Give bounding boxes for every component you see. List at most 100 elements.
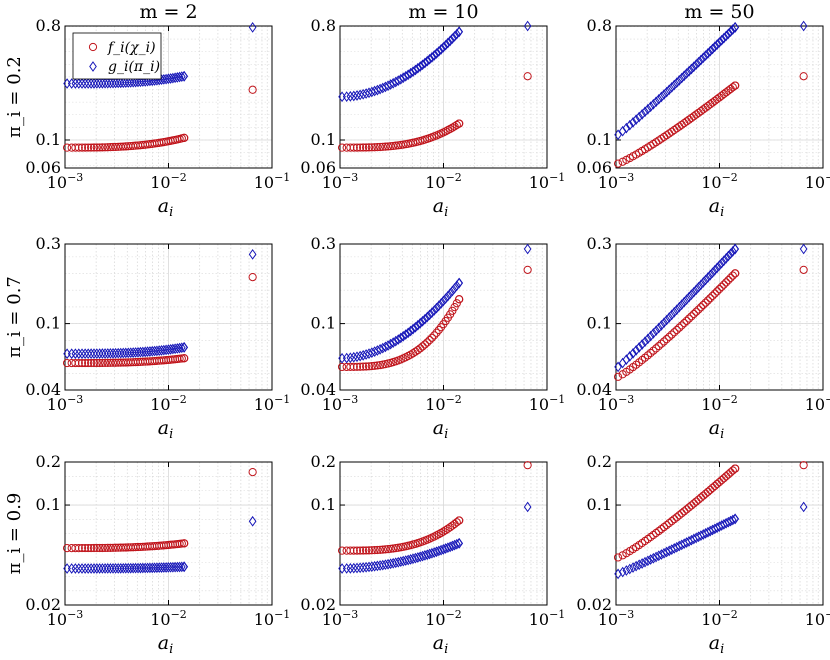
data-point-g <box>441 293 450 304</box>
data-point-f <box>724 470 733 479</box>
data-point-f <box>680 507 689 516</box>
data-point-f <box>367 546 376 555</box>
data-point-g <box>401 70 410 82</box>
data-point-f <box>613 159 623 168</box>
data-point-g <box>652 551 660 563</box>
x-tick-label: 10−1 <box>805 171 830 192</box>
data-point-f <box>455 516 464 525</box>
data-point-f <box>364 362 374 371</box>
data-point-f <box>719 280 728 289</box>
data-point-f <box>726 468 735 477</box>
y-tick-label: 0.04 <box>300 380 336 399</box>
data-point-g <box>665 84 674 96</box>
data-point-g <box>455 26 464 38</box>
data-point-f <box>731 81 740 90</box>
x-tick-label: 10−1 <box>529 171 566 192</box>
data-point-g <box>98 77 107 89</box>
x-tick-label: 10−3 <box>322 171 359 192</box>
x-tick-label: 10−1 <box>254 393 291 414</box>
data-point-f <box>375 360 385 370</box>
data-point-f <box>370 143 379 152</box>
data-point-f <box>799 461 808 470</box>
column-title: m = 50 <box>684 1 754 23</box>
data-point-f <box>100 543 110 553</box>
data-point-f <box>675 122 684 131</box>
data-point-g <box>394 334 403 345</box>
data-point-g <box>359 562 367 573</box>
data-point-f <box>84 358 93 368</box>
data-point-g <box>95 348 104 359</box>
data-point-f <box>726 273 735 282</box>
data-point-f <box>367 143 376 152</box>
data-point-g <box>411 321 420 333</box>
data-point-g <box>625 563 634 575</box>
data-point-f <box>699 300 708 310</box>
data-point-g <box>349 562 358 574</box>
data-point-f <box>651 344 661 353</box>
data-point-g <box>81 348 89 360</box>
data-point-g <box>90 348 98 359</box>
x-tick-label: 10−3 <box>598 393 635 414</box>
data-point-f <box>349 362 358 371</box>
data-point-f <box>77 543 87 553</box>
data-point-g <box>629 117 637 128</box>
data-point-g <box>711 41 719 53</box>
x-tick-label: 10−3 <box>47 393 84 414</box>
data-point-f <box>106 543 115 552</box>
x-tick-label: 10−2 <box>150 171 187 192</box>
data-point-g <box>353 90 361 101</box>
data-point-f <box>672 124 681 133</box>
data-point-g <box>432 546 441 558</box>
chart-panel: 10−3 10−2 10−1 0.04 0.1 0.3 ai <box>25 234 290 442</box>
data-point-f <box>103 358 112 367</box>
data-point-g <box>346 562 355 574</box>
data-point-g <box>644 333 652 345</box>
y-tick-label: 0.1 <box>311 130 336 149</box>
data-point-g <box>697 54 705 66</box>
data-point-g <box>441 543 450 554</box>
x-tick-label: 10−2 <box>150 608 187 629</box>
data-point-g <box>652 96 660 108</box>
data-point-g <box>430 547 439 558</box>
data-point-g <box>114 347 123 359</box>
data-point-f <box>92 543 101 553</box>
data-point-f <box>362 362 371 371</box>
data-point-g <box>71 348 80 360</box>
data-point-f <box>439 527 448 536</box>
data-point-g <box>444 542 452 554</box>
x-tick-label: 10−3 <box>322 393 359 414</box>
data-point-g <box>414 319 422 331</box>
y-tick-label: 0.8 <box>587 16 612 35</box>
data-point-g <box>391 335 400 347</box>
data-point-g <box>652 325 660 337</box>
data-point-g <box>396 73 405 85</box>
y-tick-label: 0.2 <box>311 452 336 471</box>
data-point-g <box>175 561 184 573</box>
data-point-g <box>103 77 112 89</box>
x-tick-label: 10−1 <box>529 393 566 414</box>
data-point-g <box>425 309 434 321</box>
data-point-g <box>625 119 634 131</box>
data-point-g <box>370 346 379 357</box>
data-point-f <box>98 543 107 553</box>
data-point-g <box>677 299 686 311</box>
data-point-g <box>428 307 436 319</box>
data-point-g <box>646 554 655 565</box>
row-label: π_i = 0.2 <box>4 56 25 138</box>
data-point-g <box>95 78 104 89</box>
data-point-f <box>248 272 257 282</box>
data-point-f <box>373 545 382 555</box>
data-point-g <box>353 562 361 574</box>
y-tick-label: 0.1 <box>36 495 61 514</box>
data-point-f <box>89 143 99 152</box>
x-tick-label: 10−1 <box>805 608 830 629</box>
data-point-f <box>665 519 674 528</box>
data-point-g <box>641 106 649 118</box>
data-point-g <box>111 347 120 359</box>
data-point-g <box>701 50 710 61</box>
data-point-g <box>103 563 112 574</box>
data-point-g <box>177 342 186 354</box>
data-point-f <box>74 543 83 553</box>
x-tick-label: 10−3 <box>598 171 635 192</box>
